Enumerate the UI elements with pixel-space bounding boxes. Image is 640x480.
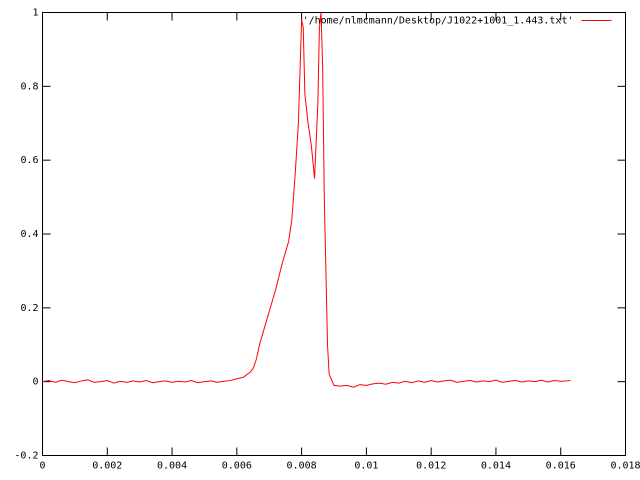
x-tick-label: 0.002: [92, 461, 122, 472]
y-tick-label: 0.2: [20, 303, 38, 314]
y-tick-label: -0.2: [14, 451, 38, 462]
x-tick-label: 0.008: [287, 461, 317, 472]
plot-frame: [42, 12, 626, 456]
x-tick-label: 0: [39, 461, 45, 472]
x-tick-label: 0.012: [416, 461, 446, 472]
y-tick-label: 0.8: [20, 81, 38, 92]
y-tick-label: 0: [32, 377, 38, 388]
y-tick-label: 0.6: [20, 155, 38, 166]
x-tick-label: 0.004: [157, 461, 187, 472]
data-line: [42, 12, 571, 388]
y-tick-label: 1: [32, 8, 38, 19]
x-tick-label: 0.01: [354, 461, 378, 472]
x-tick-label: 0.006: [222, 461, 252, 472]
x-tick-label: 0.014: [481, 461, 511, 472]
x-tick-label: 0.018: [610, 461, 640, 472]
legend-label: '/home/nlmcmann/Desktop/J1022+1001_1.443…: [303, 16, 574, 27]
x-tick-label: 0.016: [546, 461, 576, 472]
y-tick-label: 0.4: [20, 229, 38, 240]
